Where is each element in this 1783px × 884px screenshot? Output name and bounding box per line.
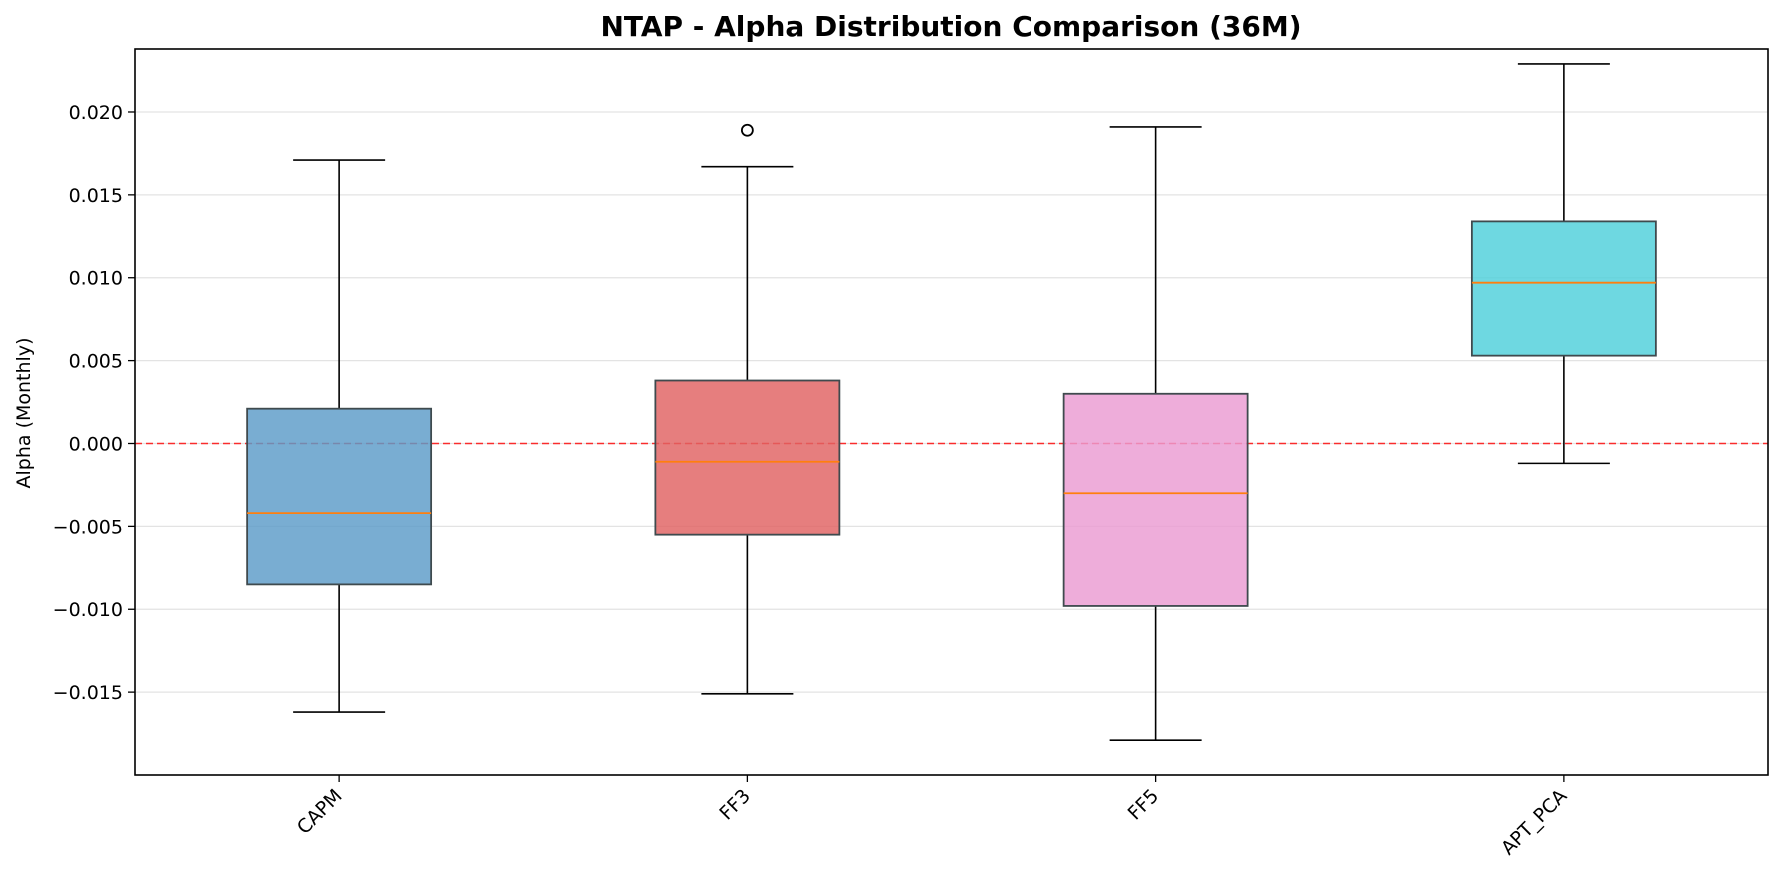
y-tick-label: 0.015 [69,185,123,207]
y-tick-label: −0.015 [53,682,123,704]
outlier-point [740,123,754,137]
y-tick-label: −0.005 [53,516,123,538]
iqr-box [1470,220,1657,357]
box-ff5 [1062,126,1249,741]
plot-frame [134,48,1769,776]
y-tick-label: −0.010 [53,599,123,621]
x-tick-label: FF5 [1124,785,1164,825]
x-tick-label: APT_PCA [1497,785,1571,859]
box-apt-pca [1470,63,1657,465]
y-axis-label: Alpha (Monthly) [13,338,35,489]
box-capm [246,159,433,713]
y-tick-label: 0.020 [69,102,123,124]
box-ff3 [654,123,841,695]
iqr-box [246,407,433,586]
x-tick-label: FF3 [715,785,755,825]
y-tick-label: 0.005 [69,351,123,373]
chart-title: NTAP - Alpha Distribution Comparison (36… [600,10,1301,43]
grid-lines [135,111,1768,693]
y-tick-label: 0.000 [69,433,123,455]
y-tick-label: 0.010 [69,268,123,290]
iqr-box [1062,392,1249,607]
boxes [246,63,1657,741]
iqr-box [654,379,841,536]
x-tick-label: CAPM [293,785,347,839]
